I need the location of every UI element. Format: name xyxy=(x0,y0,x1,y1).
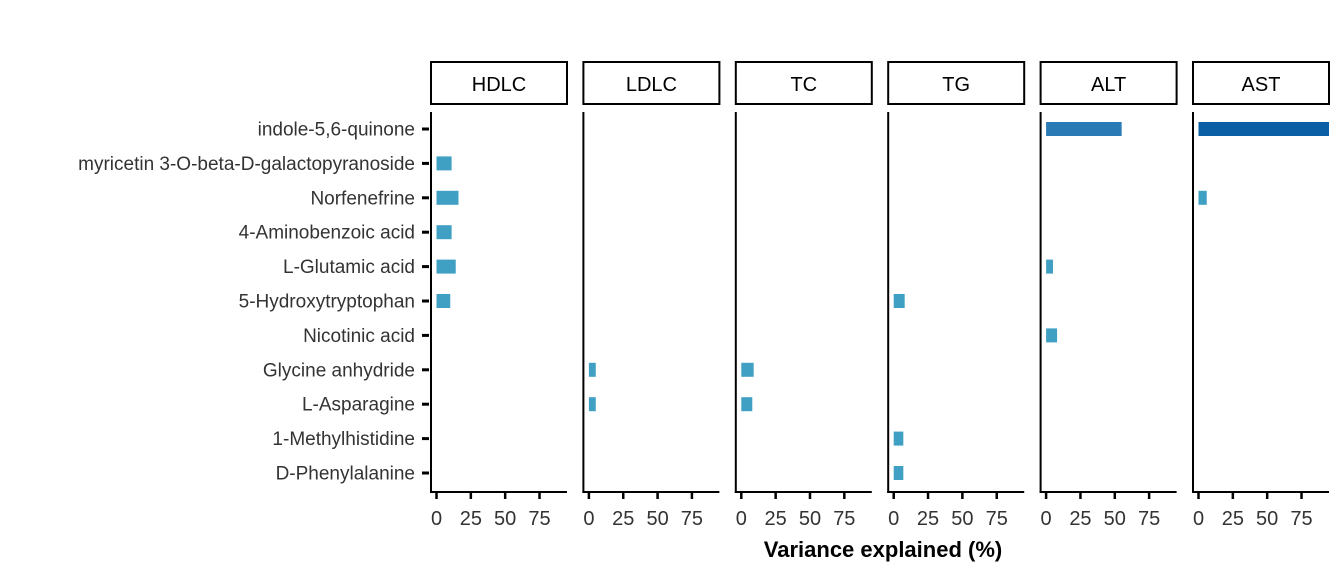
category-label: D-Phenylalanine xyxy=(276,464,415,485)
bar xyxy=(436,156,452,171)
bar xyxy=(436,225,452,240)
category-label: 4-Aminobenzoic acid xyxy=(239,223,415,244)
x-tick-label: 75 xyxy=(528,508,550,530)
bar xyxy=(893,431,904,446)
x-tick-label: 75 xyxy=(833,508,855,530)
facet-strip xyxy=(734,61,873,105)
category-labels: indole-5,6-quinone myricetin 3-O-beta-D-g… xyxy=(78,120,429,485)
facet-strip xyxy=(1039,61,1178,105)
x-tick-label: 25 xyxy=(917,508,939,530)
x-tick-label: 75 xyxy=(1290,508,1312,530)
facet-strip-label: ALT xyxy=(1091,74,1126,96)
bar xyxy=(436,294,451,308)
facet-strip-label: LDLC xyxy=(626,74,677,96)
facet-ast: AST 0 25 50 75 xyxy=(1192,61,1330,530)
bar xyxy=(1046,122,1122,136)
facet-panels: HDLC 0 25 50 75 LDLC 0 25 50 75 TC 0 25 50 75 TG 0 25 50 75… xyxy=(430,61,1330,530)
facet-ldlc: LDLC 0 25 50 75 xyxy=(582,61,721,530)
bar xyxy=(1046,259,1053,274)
bar xyxy=(893,466,904,480)
x-tick-label: 25 xyxy=(1222,508,1244,530)
facet-strip-label: TC xyxy=(790,74,817,96)
category-label: 1-Methylhistidine xyxy=(272,429,415,450)
x-axis-title: Variance explained (%) xyxy=(764,537,1002,562)
x-tick-label: 0 xyxy=(736,508,747,530)
x-tick-label: 50 xyxy=(1104,508,1126,530)
x-tick-label: 0 xyxy=(583,508,594,530)
bar xyxy=(1046,328,1058,343)
category-label: indole-5,6-quinone xyxy=(258,120,415,141)
facet-strip-label: AST xyxy=(1242,74,1281,96)
bar xyxy=(741,362,754,377)
category-label: Norfenefrine xyxy=(310,188,415,209)
category-label: myricetin 3-O-beta-D-galactopyranoside xyxy=(78,154,415,175)
x-tick-label: 0 xyxy=(1041,508,1052,530)
bar xyxy=(1198,190,1207,205)
x-tick-label: 50 xyxy=(1256,508,1278,530)
x-tick-label: 25 xyxy=(1069,508,1091,530)
x-tick-label: 50 xyxy=(951,508,973,530)
facet-strip xyxy=(887,61,1026,105)
facet-strip xyxy=(582,61,721,105)
category-label: L-Glutamic acid xyxy=(283,257,415,278)
x-tick-label: 25 xyxy=(612,508,634,530)
x-tick-label: 0 xyxy=(888,508,899,530)
facet-strip xyxy=(1192,61,1330,105)
facet-strip-label: TG xyxy=(942,74,970,96)
x-tick-label: 0 xyxy=(1193,508,1204,530)
facet-tg: TG 0 25 50 75 xyxy=(887,61,1026,530)
bar xyxy=(436,190,459,205)
x-tick-label: 50 xyxy=(799,508,821,530)
bar xyxy=(1198,122,1329,136)
facet-strip-label: HDLC xyxy=(472,74,526,96)
facet-alt: ALT 0 25 50 75 xyxy=(1039,61,1178,530)
x-tick-label: 75 xyxy=(1138,508,1160,530)
bar xyxy=(588,362,596,377)
facet-strip xyxy=(430,61,568,105)
x-tick-label: 75 xyxy=(986,508,1008,530)
x-tick-label: 75 xyxy=(681,508,703,530)
facet-tc: TC 0 25 50 75 xyxy=(734,61,873,530)
bar xyxy=(588,397,596,412)
bar xyxy=(893,294,905,308)
x-tick-label: 25 xyxy=(765,508,787,530)
x-tick-label: 50 xyxy=(494,508,516,530)
category-label: Nicotinic acid xyxy=(303,326,415,347)
bar xyxy=(436,259,456,274)
category-label: L-Asparagine xyxy=(302,395,415,416)
x-tick-label: 0 xyxy=(431,508,442,530)
facet-hdlc: HDLC 0 25 50 75 xyxy=(430,61,568,530)
x-tick-label: 50 xyxy=(646,508,668,530)
category-label: Glycine anhydride xyxy=(263,360,415,381)
x-tick-label: 25 xyxy=(460,508,482,530)
bar xyxy=(741,397,753,412)
category-label: 5-Hydroxytryptophan xyxy=(239,292,415,313)
